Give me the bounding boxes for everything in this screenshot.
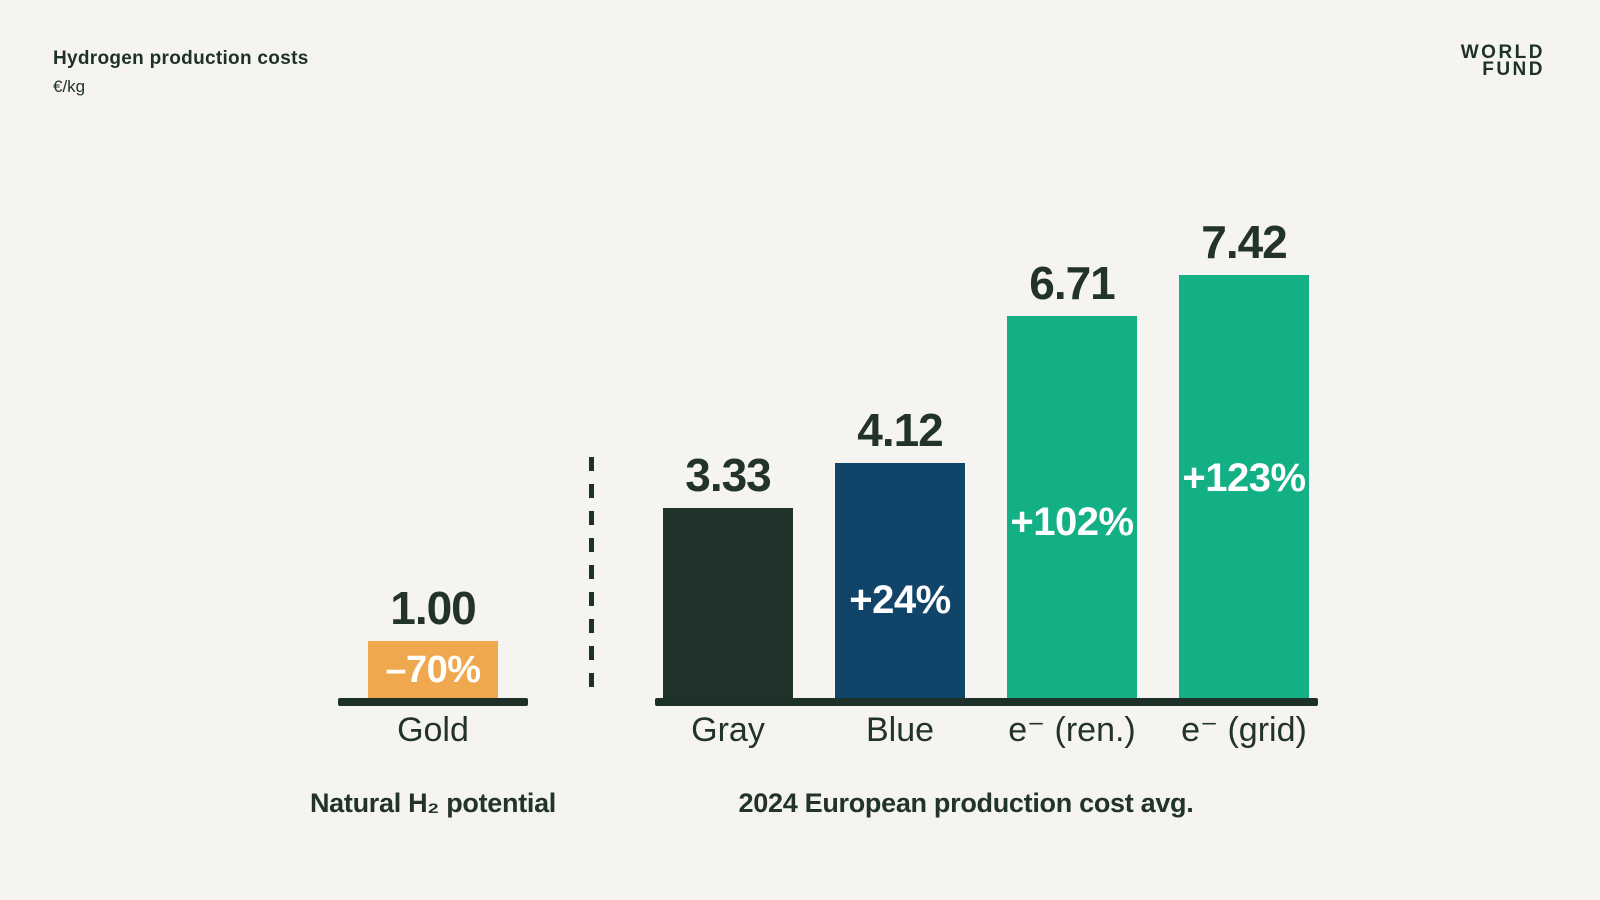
bar-blue [835,463,965,698]
delta-label-e-ren: +102% [1010,500,1134,544]
value-label-e-ren: 6.71 [1029,257,1116,309]
delta-label-e-grid: +123% [1182,456,1306,500]
bar-gray [663,508,793,698]
bar-gold [368,641,498,698]
value-label-gray: 3.33 [685,449,772,501]
dashed-divider [589,457,594,700]
category-label-blue: Blue [865,711,935,749]
header: Hydrogen production costs €/kg [53,48,309,97]
caption-natural-h2-potential: Natural H₂ potential [309,788,557,818]
value-label-gold: 1.00 [390,582,477,634]
page-title: Hydrogen production costs [53,48,309,69]
category-label-e-grid: e⁻ (grid) [1181,711,1307,749]
main-axis-baseline [655,698,1318,706]
bar-e-ren [1007,316,1137,698]
logo-line-2: FUND [1482,59,1545,80]
value-label-e-grid: 7.42 [1201,216,1288,268]
world-fund-logo: WORLD FUND [1460,42,1545,80]
value-label-blue: 4.12 [857,404,944,456]
delta-label-gold: –70% [385,649,481,691]
delta-label-blue: +24% [849,578,951,622]
category-label-gray: Gray [691,711,765,749]
bar-e-grid [1179,275,1309,698]
category-label-e-ren: e⁻ (ren.) [1008,711,1136,749]
logo-line-1: WORLD [1460,42,1545,63]
caption-2024-european-avg: 2024 European production cost avg. [738,788,1194,818]
unit-label: €/kg [53,77,86,96]
gold-axis-baseline [338,698,528,706]
category-label-gold: Gold [397,711,469,749]
